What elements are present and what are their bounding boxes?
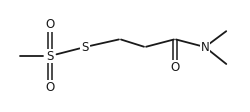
Text: O: O <box>46 18 54 31</box>
Text: S: S <box>46 50 54 62</box>
Text: O: O <box>170 61 179 74</box>
Text: O: O <box>46 81 54 94</box>
Text: N: N <box>200 41 209 54</box>
Text: N: N <box>200 41 209 54</box>
Text: S: S <box>81 41 89 54</box>
